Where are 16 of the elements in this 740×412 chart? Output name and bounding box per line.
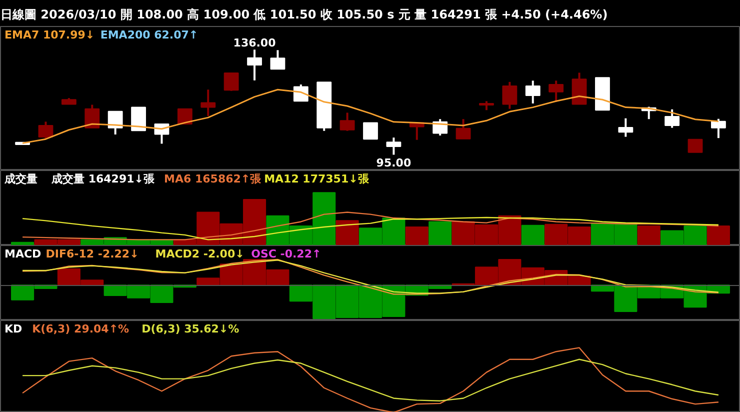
text: MA6 165862↑張 <box>164 172 262 186</box>
text: 成交量 164291↓張 <box>50 172 156 186</box>
annotation: 95.00 <box>376 156 412 170</box>
text: EMA200 62.07↑ <box>100 28 198 42</box>
text: EMA7 107.99↓ <box>4 28 95 42</box>
series-label: DIF6-12 -2.22↓ <box>46 248 139 260</box>
chart-title: 成交量 <box>4 172 38 186</box>
text: K(6,3) 29.04↑% <box>32 322 130 336</box>
chart-title: KD <box>4 322 22 336</box>
annotation: OSC -0.22↑ <box>251 248 322 260</box>
text: D(6,3) 35.62↓% <box>142 322 240 336</box>
annotation: 136.00 <box>233 36 276 50</box>
series-label: MACD2 -2.00↓ <box>155 248 244 260</box>
chart-title: MACD <box>4 248 42 260</box>
chart-title: 日線圖 2026/03/10 開 108.00 高 109.00 低 101.50 收 105.50 s 元 量 164291 張 +4.50 (+4.46%) <box>0 8 608 22</box>
text: MA12 177351↓張 <box>264 172 370 186</box>
